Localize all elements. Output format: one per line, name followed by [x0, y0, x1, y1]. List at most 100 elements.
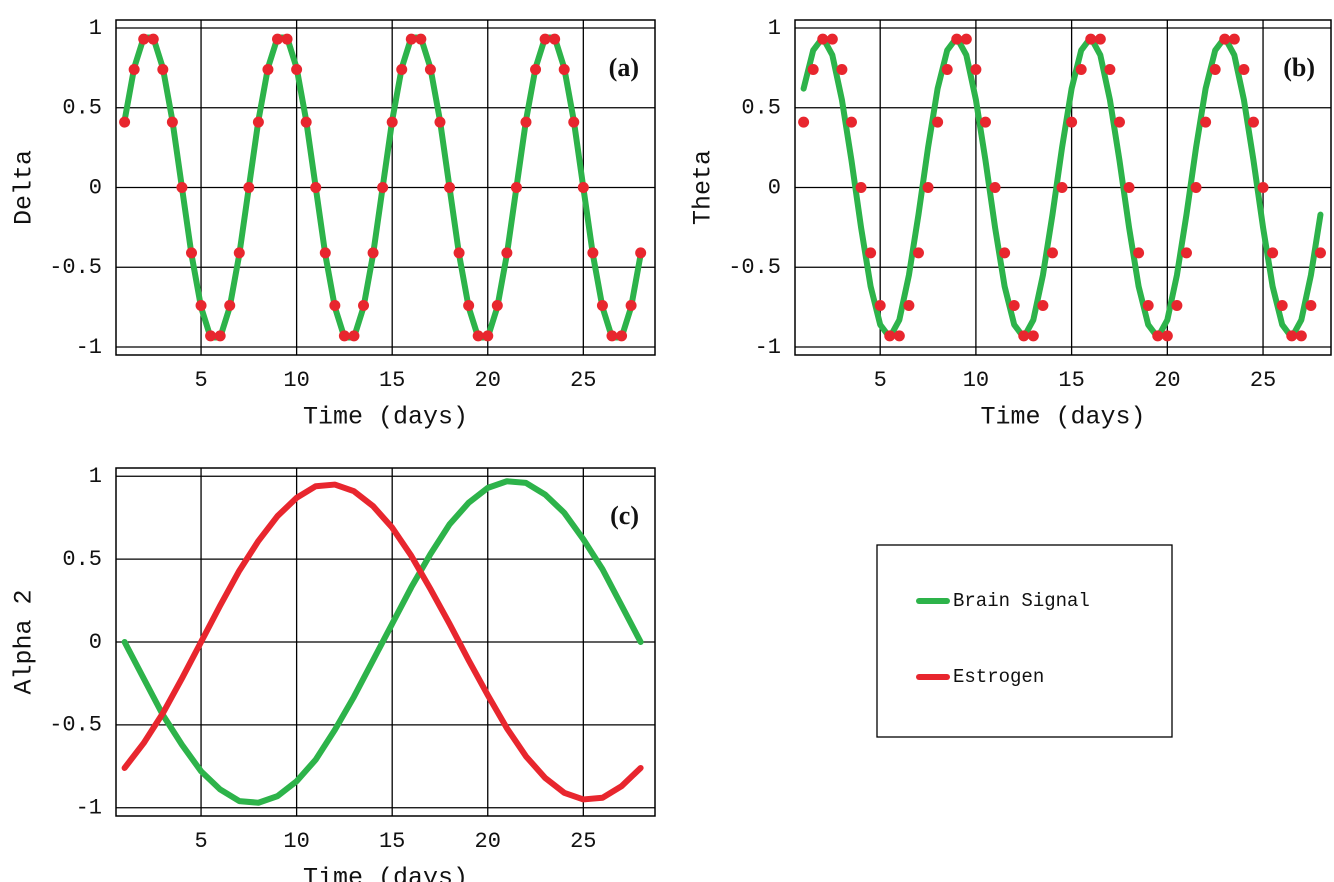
data-point: [1142, 300, 1154, 312]
data-point: [224, 300, 236, 312]
x-tick-label: 25: [570, 829, 596, 854]
x-tick-label: 25: [570, 368, 596, 393]
data-point: [195, 300, 207, 312]
data-point: [444, 182, 456, 193]
data-point: [1305, 300, 1317, 312]
data-point: [463, 300, 475, 312]
data-point: [932, 116, 944, 128]
data-point: [367, 247, 379, 259]
data-point: [941, 63, 953, 75]
data-point: [214, 330, 226, 342]
legend-label: Estrogen: [953, 666, 1044, 688]
data-point: [281, 33, 293, 45]
legend-box: [876, 544, 1173, 738]
panel-label: (a): [609, 53, 639, 82]
y-tick-label: -0.5: [49, 255, 102, 280]
data-point: [587, 247, 599, 259]
data-point: [319, 247, 331, 259]
data-point: [1161, 330, 1173, 342]
data-point: [1008, 300, 1020, 312]
y-axis-title: Theta: [689, 150, 718, 225]
data-point: [1276, 300, 1288, 312]
data-point: [501, 247, 513, 259]
data-point: [635, 247, 647, 259]
data-line: [121, 478, 644, 806]
data-point: [291, 63, 303, 75]
data-point: [606, 330, 618, 342]
data-point: [338, 330, 350, 342]
panel: 5 10 15 20 25 -1 -0.5 0 0.5 1 Time (days) Theta (b): [689, 16, 1332, 432]
data-point: [243, 182, 255, 193]
x-tick-label: 5: [194, 368, 207, 393]
data-point: [176, 182, 188, 193]
x-tick-label: 5: [874, 368, 887, 393]
panel: 5 10 15 20 25 -1 -0.5 0 0.5 1 Time (days) Delta (a): [10, 16, 656, 432]
data-point: [272, 33, 284, 45]
data-point: [577, 182, 589, 193]
data-point: [568, 116, 580, 128]
y-tick-label: -1: [76, 335, 102, 360]
data-point: [262, 63, 274, 75]
x-tick-label: 15: [1058, 368, 1084, 393]
data-point: [798, 116, 810, 128]
data-point: [434, 116, 446, 128]
x-axis-title: Time (days): [980, 403, 1145, 432]
data-point: [970, 63, 982, 75]
panel: 5 10 15 20 25 -1 -0.5 0 0.5 1 Time (days) Alpha 2 (c…: [10, 464, 656, 882]
data-point: [625, 300, 637, 312]
y-axis-title: Delta: [10, 150, 39, 225]
data-point: [424, 63, 436, 75]
data-point: [166, 116, 178, 128]
data-line: [121, 481, 644, 803]
x-tick-label: 20: [475, 829, 501, 854]
data-point: [1286, 330, 1298, 342]
y-tick-label: 0.5: [62, 96, 102, 121]
data-point: [358, 300, 370, 312]
data-point: [893, 330, 905, 342]
data-point: [807, 63, 819, 75]
y-tick-label: -1: [755, 335, 781, 360]
data-point: [1314, 247, 1326, 259]
data-point: [530, 63, 542, 75]
data-point: [1247, 116, 1259, 128]
y-tick-label: -0.5: [728, 255, 781, 280]
y-tick-label: 0: [89, 630, 102, 655]
x-tick-label: 20: [475, 368, 501, 393]
x-tick-label: 25: [1250, 368, 1276, 393]
y-tick-label: -1: [76, 796, 102, 821]
data-point: [874, 300, 886, 312]
data-point: [836, 63, 848, 75]
data-point: [1104, 63, 1116, 75]
data-point: [185, 247, 197, 259]
data-point: [119, 116, 131, 128]
legend: Brain Signal Estrogen: [876, 544, 1173, 738]
data-point: [951, 33, 963, 45]
data-point: [157, 63, 169, 75]
data-point: [884, 330, 896, 342]
data-point: [1295, 330, 1307, 342]
data-point: [979, 116, 991, 128]
data-point: [1123, 182, 1135, 193]
data-point: [855, 182, 867, 193]
data-point: [845, 116, 857, 128]
data-point: [826, 33, 838, 45]
y-tick-label: -0.5: [49, 713, 102, 738]
panel-label: (c): [610, 501, 639, 530]
legend-label: Brain Signal: [953, 590, 1090, 612]
data-point: [491, 300, 503, 312]
data-point: [348, 330, 360, 342]
data-point: [128, 63, 140, 75]
data-point: [616, 330, 628, 342]
data-point: [482, 330, 494, 342]
data-point: [1066, 116, 1078, 128]
data-point: [922, 182, 934, 193]
data-point: [960, 33, 972, 45]
panel-label: (b): [1283, 53, 1315, 82]
x-tick-label: 15: [379, 368, 405, 393]
data-point: [1113, 116, 1125, 128]
data-point: [903, 300, 915, 312]
y-tick-label: 0: [768, 175, 781, 200]
data-point: [233, 247, 245, 259]
